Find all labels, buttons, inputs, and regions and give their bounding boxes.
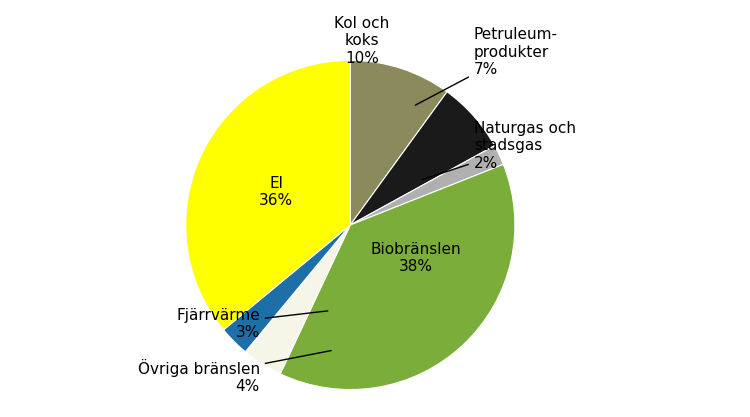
Text: Naturgas och
stadsgas
2%: Naturgas och stadsgas 2% [422, 121, 576, 180]
Text: Fjärrvärme
3%: Fjärrvärme 3% [176, 307, 328, 340]
Text: Kol och
koks
10%: Kol och koks 10% [334, 16, 389, 65]
Text: Övriga bränslen
4%: Övriga bränslen 4% [138, 351, 332, 394]
Wedge shape [350, 146, 503, 225]
Wedge shape [224, 225, 350, 352]
Wedge shape [186, 60, 350, 330]
Wedge shape [280, 164, 515, 389]
Wedge shape [350, 92, 494, 225]
Text: Petruleum-
produkter
7%: Petruleum- produkter 7% [416, 27, 558, 105]
Text: Biobränslen
38%: Biobränslen 38% [370, 242, 461, 274]
Text: El
36%: El 36% [260, 176, 293, 208]
Wedge shape [350, 60, 447, 225]
Wedge shape [245, 225, 350, 374]
